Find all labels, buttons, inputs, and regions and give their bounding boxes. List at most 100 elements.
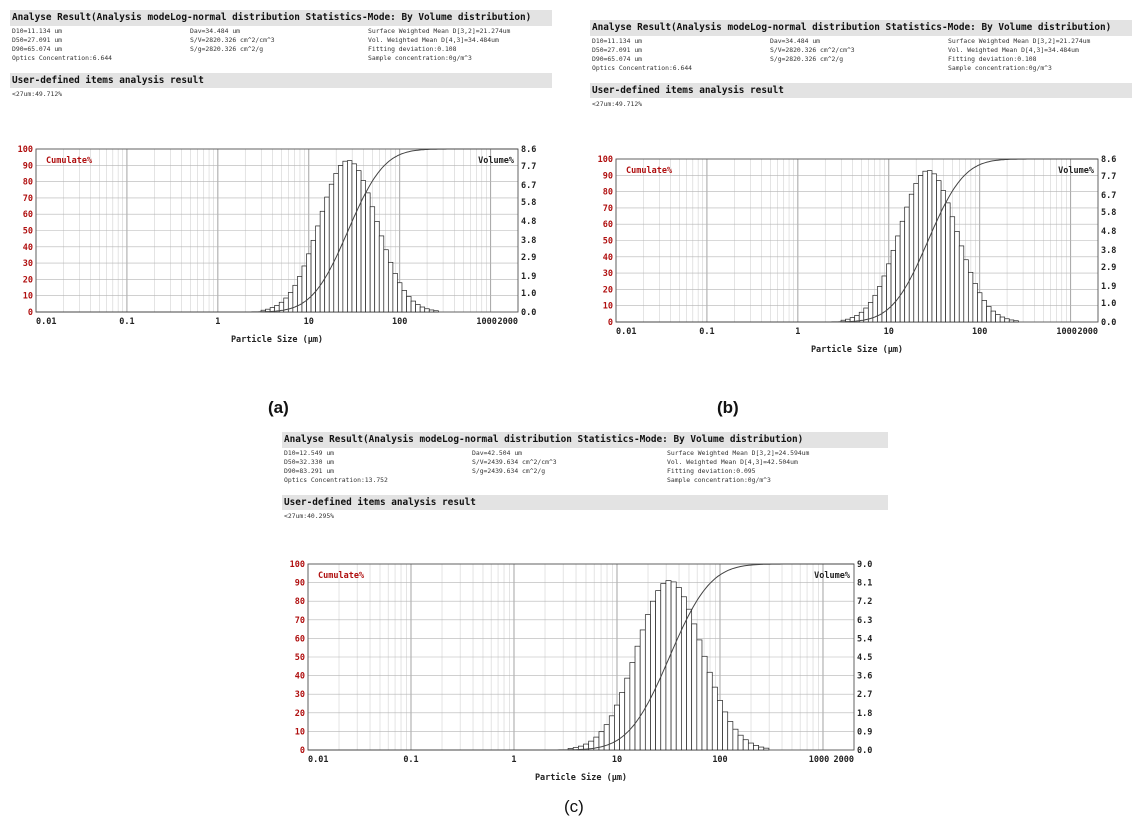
analysis-header: Analyse Result(Analysis modeLog-normal d… (590, 20, 1132, 36)
optics-concentration: Optics Concentration:13.752 (284, 476, 388, 484)
y-tick-label-left: 70 (295, 616, 305, 626)
x-tick-label: 1 (215, 317, 220, 327)
x-tick-label: 0.01 (36, 317, 56, 327)
y-tick-label-left: 30 (295, 690, 305, 700)
d50-value: D50=27.091 um (592, 46, 643, 54)
x-tick-label: 2000 (498, 317, 518, 327)
psd-chart: 0 10 20 30 40 50 60 70 80 90 100 0.0 1.0 1.9 2.9 3.8 4.8… (598, 155, 1117, 355)
histogram-bar (392, 273, 398, 313)
histogram-bar (913, 183, 919, 323)
histogram-bar (742, 739, 749, 751)
y-tick-label-left: 0 (28, 308, 33, 318)
histogram-bar (324, 196, 330, 313)
sg-value: S/g=2820.326 cm^2/g (190, 45, 264, 53)
histogram-bar (619, 692, 626, 751)
histogram-bar (374, 221, 380, 313)
y-tick-label-right: 1.9 (521, 272, 536, 282)
y-tick-label-right: 4.8 (521, 217, 536, 227)
sample-concentration: Sample concentration:0g/m^3 (368, 54, 472, 62)
histogram-bar (644, 614, 651, 751)
analysis-header: Analyse Result(Analysis modeLog-normal d… (282, 432, 888, 448)
histogram-bar (732, 728, 739, 751)
y-tick-label-left: 20 (603, 285, 613, 295)
histogram-bar (999, 316, 1006, 323)
y-tick-label-right: 4.5 (857, 653, 872, 663)
sv-value: S/V=2439.634 cm^2/cm^3 (472, 458, 557, 466)
y-tick-label-left: 100 (598, 155, 613, 165)
result-panel-a: Analyse Result(Analysis modeLog-normal d… (10, 10, 552, 350)
histogram-bar (972, 283, 978, 323)
histogram-bar (415, 304, 421, 313)
histogram-bar (424, 308, 430, 313)
histogram-bar (419, 306, 426, 313)
sample-concentration: Sample concentration:0g/m^3 (667, 476, 771, 484)
left-axis-label: Cumulate% (626, 166, 673, 176)
histogram-bar (428, 309, 435, 313)
y-tick-label-left: 10 (603, 302, 613, 312)
cumulative-curve (36, 148, 518, 313)
histogram-bar (717, 700, 723, 751)
result-panel-c: Analyse Result(Analysis modeLog-normal d… (282, 432, 888, 792)
histogram-bar (378, 235, 385, 313)
histogram-bar (634, 645, 641, 751)
histogram-bar (301, 265, 307, 313)
histogram-bar (701, 655, 708, 751)
y-tick-label-right: 0.0 (857, 746, 872, 756)
y-tick-label-left: 50 (603, 237, 613, 247)
histogram-bar (886, 263, 892, 323)
user-defined-value: <27um:49.712% (592, 100, 643, 108)
caption-a: (a) (268, 398, 289, 417)
user-defined-value: <27um:40.295% (284, 512, 335, 520)
histogram-bar (369, 206, 376, 313)
y-tick-label-left: 20 (23, 275, 33, 285)
y-tick-label-right: 1.0 (1101, 299, 1116, 309)
x-tick-label: 1000 (476, 317, 496, 327)
histogram-bar (763, 747, 770, 751)
left-axis-label: Cumulate% (46, 156, 93, 166)
y-tick-label-left: 30 (23, 259, 33, 269)
x-tick-label: 10 (612, 755, 622, 765)
histogram-bar (608, 715, 615, 751)
histogram-bar (383, 249, 389, 313)
y-tick-label-left: 30 (603, 269, 613, 279)
d10-value: D10=11.134 um (12, 27, 63, 35)
y-tick-label-left: 80 (295, 597, 305, 607)
optics-concentration: Optics Concentration:6.644 (592, 64, 693, 72)
y-tick-label-right: 5.8 (1101, 208, 1116, 218)
y-tick-label-right: 1.0 (521, 289, 536, 299)
right-axis-label: Volume% (478, 156, 515, 166)
psd-chart: 0 10 20 30 40 50 60 70 80 90 100 0.0 0.9 1.8 2.7 3.6 4.5… (290, 560, 873, 783)
analysis-info: D10=11.134 um D50=27.091 um D90=65.074 u… (590, 37, 1132, 83)
histogram-bar (696, 639, 703, 751)
y-tick-label-right: 2.9 (1101, 263, 1116, 273)
y-tick-label-right: 0.9 (857, 727, 872, 737)
optics-concentration: Optics Concentration:6.644 (12, 54, 113, 62)
result-panel-b: Analyse Result(Analysis modeLog-normal d… (590, 20, 1132, 360)
x-tick-label: 0.1 (119, 317, 134, 327)
histogram-bar (686, 608, 693, 751)
y-tick-label-left: 50 (23, 227, 33, 237)
histogram-bar (1008, 319, 1015, 323)
volume-weighted-mean: Vol. Weighted Mean D[4,3]=34.484um (948, 46, 1079, 54)
histogram-bar (356, 170, 362, 313)
x-tick-label: 2000 (834, 755, 854, 765)
x-tick-label: 1000 (809, 755, 829, 765)
histogram-bar (711, 686, 718, 751)
x-axis-label: Particle Size (µm) (811, 344, 903, 355)
histogram-bar (986, 306, 992, 323)
histogram-bar (904, 206, 910, 323)
histogram-bar (337, 165, 344, 313)
left-axis-label: Cumulate% (318, 571, 365, 581)
histogram-bar (977, 292, 983, 323)
y-tick-label-right: 3.8 (521, 236, 536, 246)
histogram-bar (655, 590, 662, 751)
y-tick-label-left: 10 (295, 727, 305, 737)
right-axis-label: Volume% (1058, 166, 1095, 176)
histogram-bar (1004, 318, 1010, 323)
y-tick-label-right: 3.6 (857, 672, 872, 682)
y-tick-label-right: 7.7 (1101, 172, 1116, 182)
histogram-bar (758, 746, 765, 751)
histogram-bar (397, 282, 403, 313)
y-tick-label-left: 80 (603, 188, 613, 198)
y-tick-label-left: 90 (603, 171, 613, 181)
